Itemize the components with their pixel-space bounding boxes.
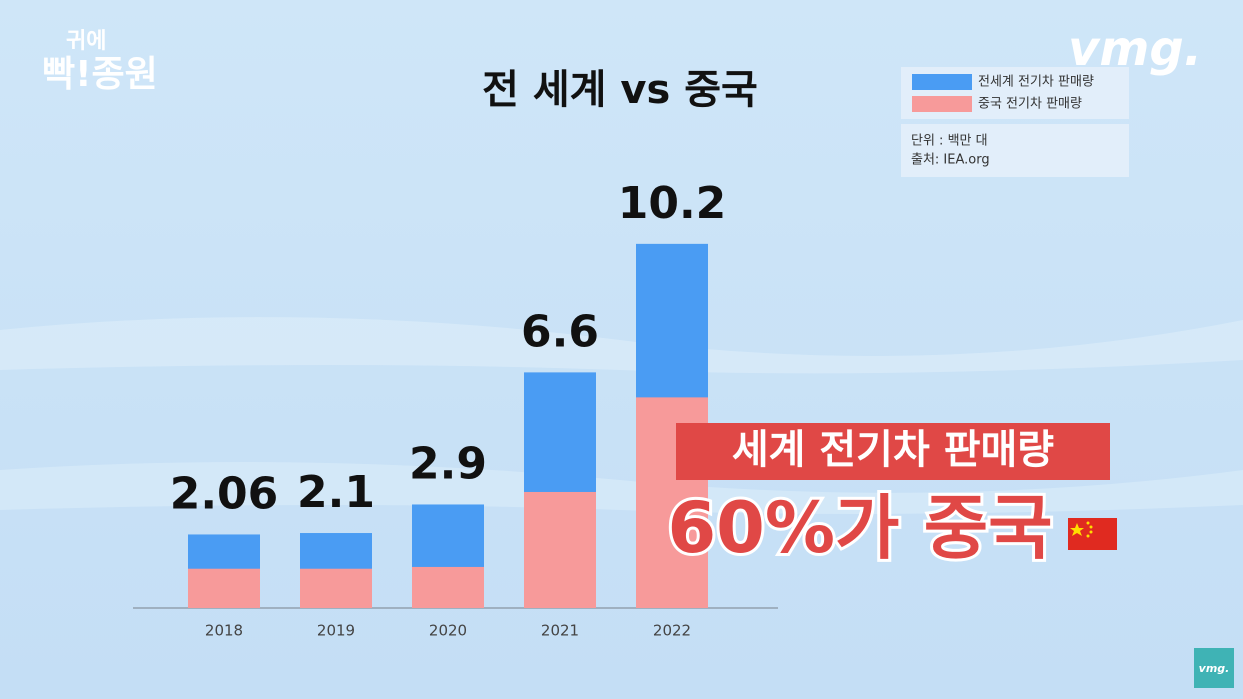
x-tick-label: 2021 [541, 622, 579, 640]
annotation: 60%가 중국 [667, 487, 1052, 569]
data-label: 2.06 [170, 468, 279, 519]
bar [188, 568, 260, 608]
show-logo: 귀에 [66, 29, 106, 54]
china-flag [1068, 518, 1117, 550]
annotation: 세계 전기차 판매량 [732, 427, 1054, 473]
source-note: 출처: IEA.org [911, 153, 990, 168]
legend-swatch [912, 96, 972, 112]
bar [300, 568, 372, 608]
x-tick-label: 2022 [653, 622, 691, 640]
bg-stripe [0, 462, 1243, 514]
bg-stripe [0, 317, 1243, 374]
legend-swatch [912, 74, 972, 90]
legend-label: 전세계 전기차 판매량 [978, 75, 1094, 90]
data-label: 2.1 [297, 467, 375, 518]
annotation-box [676, 423, 1110, 480]
corner-logo: vmg. [1199, 662, 1230, 675]
bar [524, 491, 596, 608]
data-label: 2.9 [409, 438, 487, 489]
x-tick-label: 2018 [205, 622, 243, 640]
show-logo: 빡!종원 [42, 54, 158, 95]
x-tick-label: 2019 [317, 622, 355, 640]
x-tick-label: 2020 [429, 622, 467, 640]
legend-label: 중국 전기차 판매량 [978, 97, 1082, 112]
data-label: 6.6 [521, 306, 599, 357]
bars: 2.06 2.1 2.9 6.6 10.2 2018 2019 2020 2021 2022 [170, 178, 727, 640]
data-label: 10.2 [618, 178, 727, 229]
bar [412, 566, 484, 608]
chart-title: 전 세계 vs 중국 [482, 67, 758, 113]
unit-note: 단위 : 백만 대 [911, 134, 988, 149]
corner-logo-bg [1194, 648, 1234, 688]
note-box [901, 124, 1129, 177]
